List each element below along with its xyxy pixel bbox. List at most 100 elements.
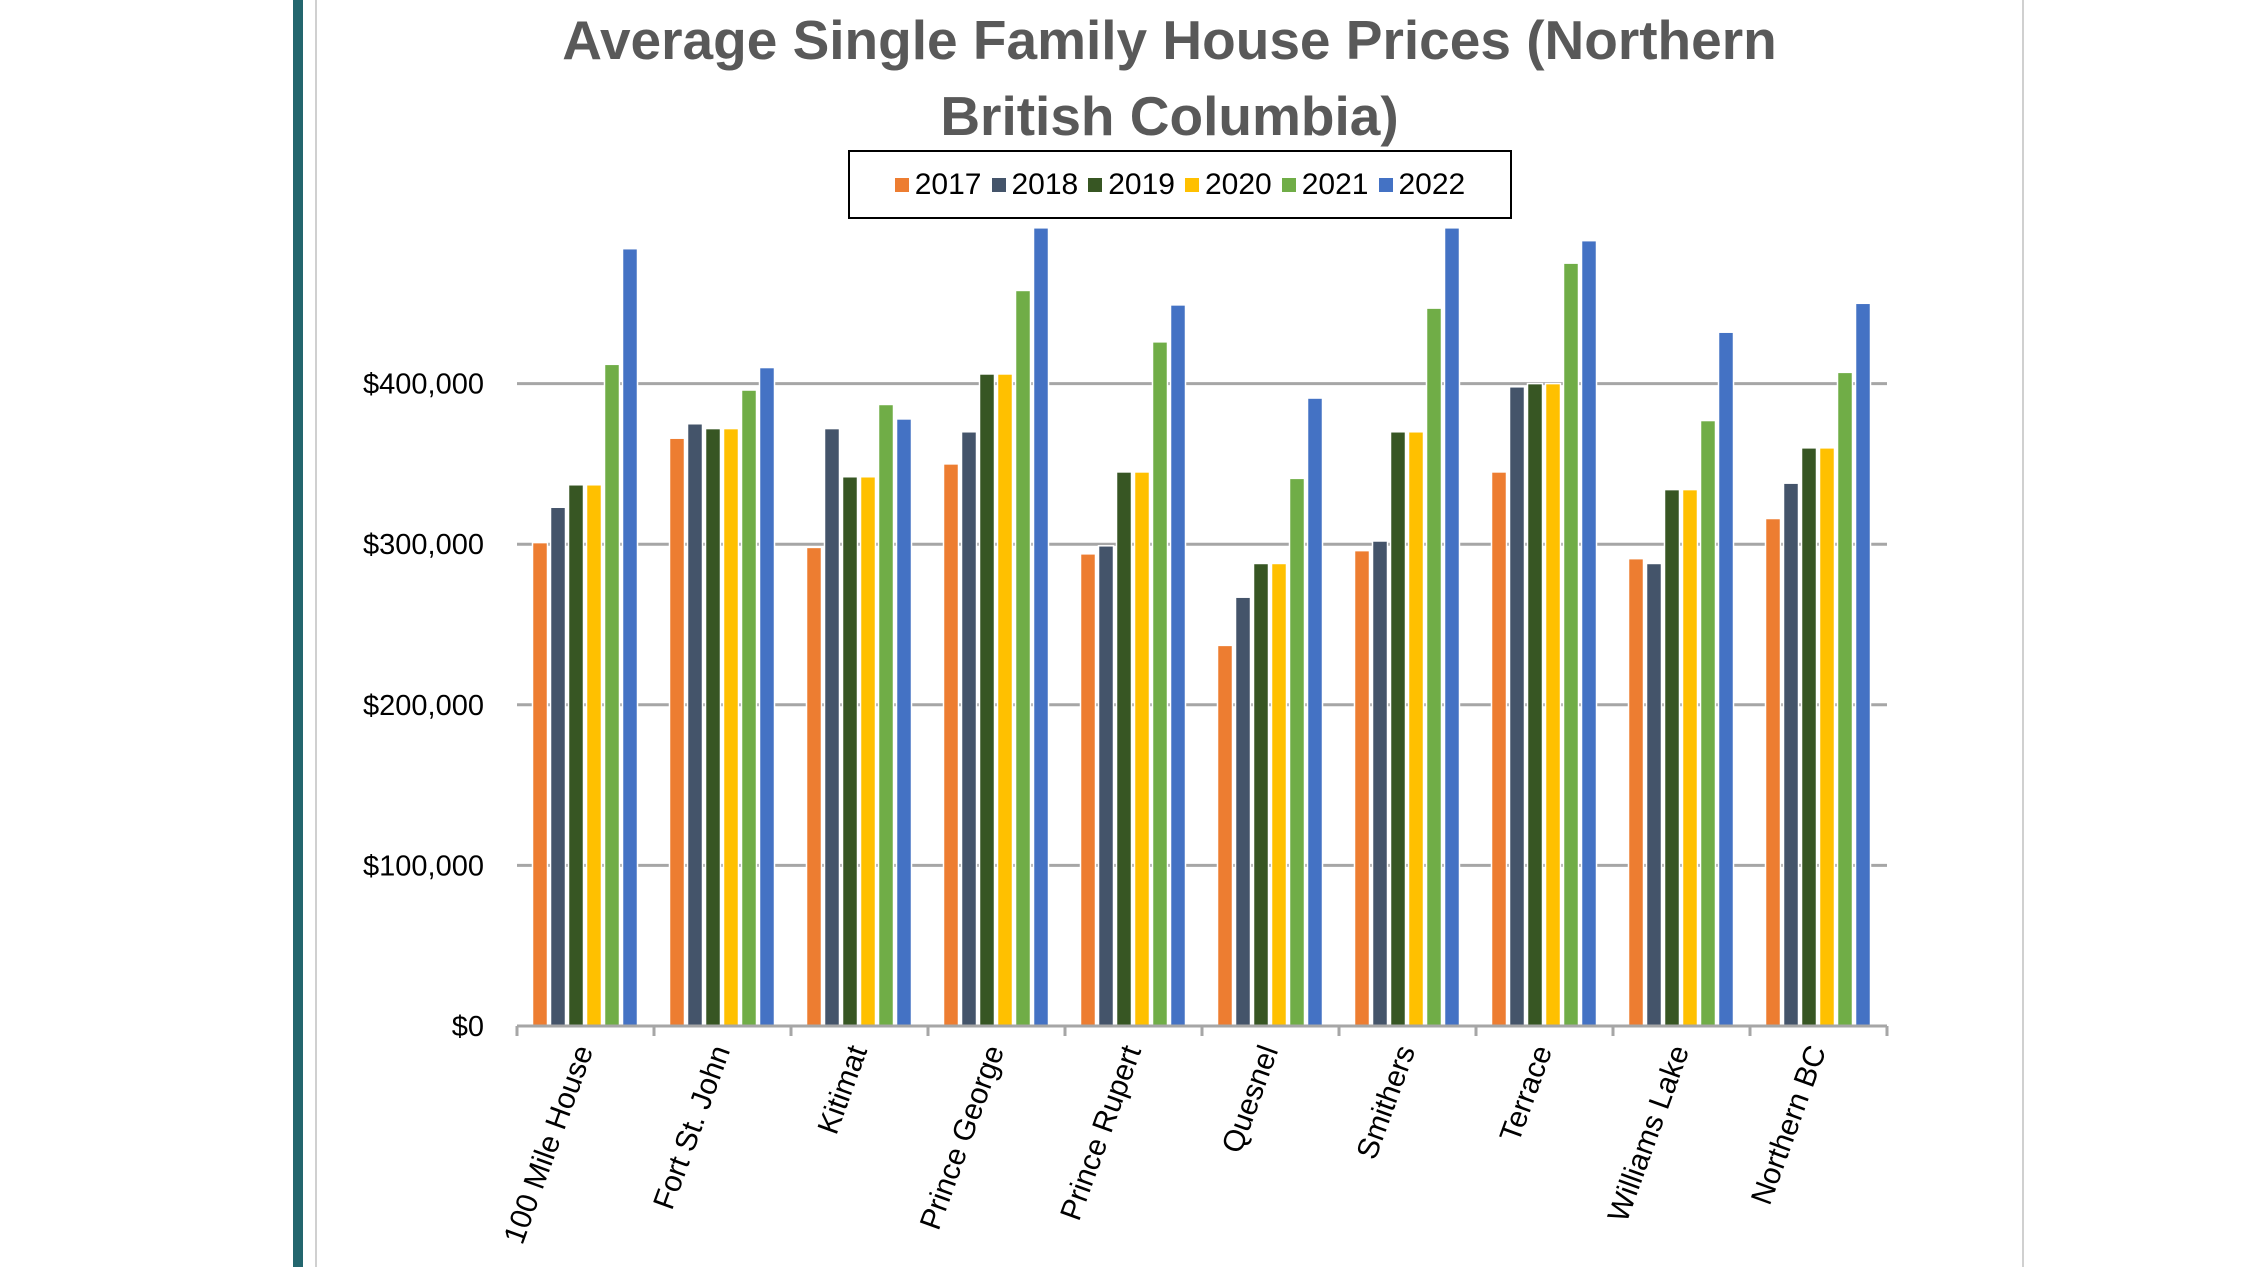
bar-2019-fort-st-john [704,427,722,1027]
bar-2017-100-mile-house [531,541,549,1027]
y-tick-label: $0 [452,1011,484,1043]
y-tick-label: $100,000 [363,850,484,882]
bar-2017-kitimat [805,546,823,1027]
bar-2020-100-mile-house [585,484,603,1027]
bar-2022-smithers [1443,227,1461,1027]
bar-2020-kitimat [859,475,877,1027]
legend-label: 2020 [1205,167,1272,201]
bar-2020-prince-george [996,373,1014,1027]
bar-2018-smithers [1371,540,1389,1027]
bar-2019-smithers [1389,431,1407,1027]
bar-2017-fort-st-john [668,437,686,1027]
bar-2019-kitimat [841,475,859,1027]
legend-label: 2019 [1108,167,1175,201]
x-tick-label: 100 Mile House [498,1041,600,1248]
bar-2019-quesnel [1252,562,1270,1027]
right-border-line [2022,0,2024,1267]
x-tick-label: Prince Rupert [1054,1040,1148,1224]
x-tick-label: Fort St. John [647,1041,737,1214]
legend-item: 2021 [1281,167,1369,202]
legend-swatch [1185,177,1199,192]
bar-2021-fort-st-john [740,389,758,1027]
bar-2019-terrace [1526,382,1544,1027]
x-tick-label: Quesnel [1216,1041,1285,1157]
y-tick-label: $400,000 [363,369,484,401]
bar-2020-northern-bc [1818,447,1836,1027]
chart-title-line-1: Average Single Family House Prices (Nort… [562,9,1777,71]
bar-2022-100-mile-house [621,247,639,1027]
bar-2018-prince-rupert [1097,545,1115,1027]
bar-2017-terrace [1490,471,1508,1027]
x-tick-label: Northern BC [1745,1041,1833,1209]
legend-label: 2017 [914,167,982,201]
legend-swatch [991,177,1006,192]
bar-2021-quesnel [1288,477,1306,1027]
legend-label: 2021 [1301,167,1369,201]
legend-swatch [1088,177,1103,192]
left-border-line [315,0,317,1267]
bar-2021-prince-george [1014,289,1032,1027]
chart-title-line-2: British Columbia) [940,85,1399,147]
bar-2021-prince-rupert [1151,341,1169,1027]
legend-item: 2020 [1185,168,1272,202]
bar-2018-northern-bc [1782,482,1800,1027]
bar-2019-williams-lake [1663,488,1681,1027]
bar-2020-smithers [1407,431,1425,1027]
bar-2019-prince-rupert [1115,471,1133,1027]
legend: 2017 2018 2019 2020 2021 2022 [848,150,1512,219]
bar-2022-terrace [1580,239,1598,1027]
bar-2017-northern-bc [1764,517,1782,1027]
bar-2017-prince-rupert [1079,553,1097,1027]
bar-2021-terrace [1562,262,1580,1027]
x-tick-label: Prince George [914,1041,1011,1234]
bar-2018-fort-st-john [686,423,704,1027]
x-tick-label: Terrace [1494,1041,1559,1146]
bar-2022-fort-st-john [758,366,776,1027]
bar-2018-prince-george [960,431,978,1027]
bar-2017-prince-george [942,463,960,1027]
bar-2020-williams-lake [1681,488,1699,1027]
y-tick-label: $200,000 [363,690,484,722]
bar-2020-terrace [1544,382,1562,1027]
bar-2018-williams-lake [1645,562,1663,1027]
legend-item: 2018 [991,167,1079,202]
legend-swatch [1281,177,1296,192]
left-accent-bar [293,0,303,1267]
x-tick-label: Williams Lake [1602,1041,1696,1226]
legend-label: 2022 [1398,167,1466,201]
bar-2022-northern-bc [1854,302,1872,1027]
bar-2021-northern-bc [1836,371,1854,1027]
legend-item: 2019 [1088,168,1175,202]
bar-2020-fort-st-john [722,427,740,1027]
legend-item: 2022 [1378,167,1466,202]
bar-2018-quesnel [1234,596,1252,1027]
bar-2021-williams-lake [1699,419,1717,1027]
bar-2020-prince-rupert [1133,471,1151,1027]
bar-2022-prince-rupert [1169,304,1187,1027]
bar-2018-kitimat [823,427,841,1027]
bar-2021-100-mile-house [603,363,621,1027]
legend-swatch [1378,177,1393,192]
legend-item: 2017 [894,167,982,202]
y-tick-label: $300,000 [363,529,484,561]
bar-2022-prince-george [1032,227,1050,1027]
bar-2022-kitimat [895,418,913,1027]
bar-2021-kitimat [877,403,895,1027]
chart-title: Average Single Family House Prices (Nort… [317,2,2022,154]
bar-2018-100-mile-house [549,506,567,1027]
bar-2019-100-mile-house [567,484,585,1027]
bar-2022-quesnel [1306,397,1324,1027]
bar-2017-smithers [1353,549,1371,1027]
bar-2020-quesnel [1270,562,1288,1027]
x-tick-label: Kitimat [812,1040,875,1138]
bar-2022-williams-lake [1717,331,1735,1027]
bar-2018-terrace [1508,386,1526,1027]
x-tick-label: Smithers [1351,1041,1422,1164]
bar-2017-williams-lake [1627,557,1645,1027]
legend-swatch [894,177,909,192]
bar-2017-quesnel [1216,644,1234,1027]
bar-2019-prince-george [978,373,996,1027]
bar-2021-smithers [1425,307,1443,1027]
legend-label: 2018 [1011,167,1079,201]
